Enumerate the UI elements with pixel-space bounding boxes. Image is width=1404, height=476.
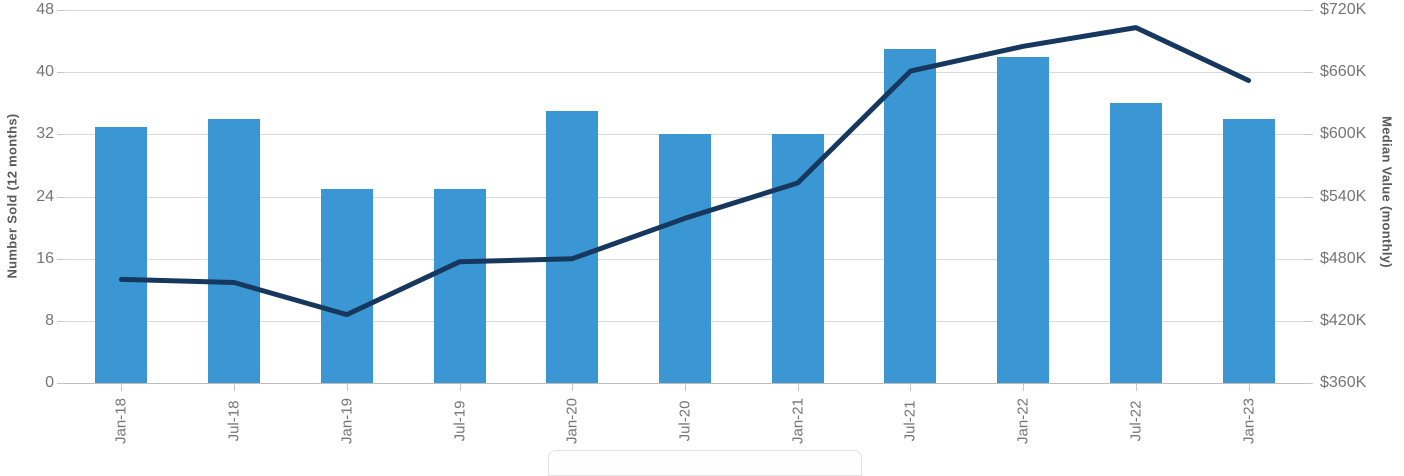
right-axis-tick-label: $480K: [1320, 249, 1367, 267]
legend-cutoff-box: [548, 450, 862, 476]
bar-jul-18: [208, 118, 261, 383]
right-tick-mark: [1305, 320, 1313, 322]
x-tick-label-jan-23: Jan-23: [1240, 398, 1258, 444]
right-axis-tick-label: $360K: [1320, 374, 1367, 391]
bar-jan-21: [771, 134, 824, 383]
left-axis-tick-label: 16: [36, 249, 54, 267]
x-tick-label-jul-21: Jul-21: [901, 400, 919, 442]
left-tick-mark: [57, 10, 65, 11]
x-tick-label-jan-18: Jan-18: [112, 398, 130, 444]
x-tick-label-jan-22: Jan-22: [1014, 398, 1032, 444]
x-tick-label-jan-20: Jan-20: [563, 398, 581, 444]
bar-jan-23: [1222, 118, 1275, 383]
right-tick-mark: [1305, 196, 1313, 198]
bar-jul-20: [659, 134, 711, 383]
gridline: [65, 72, 1305, 74]
right-axis-tick-label: $420K: [1320, 311, 1367, 329]
x-tick-mark: [910, 384, 912, 391]
x-tick-label-jul-18: Jul-18: [225, 400, 243, 442]
left-axis-tick-label: 0: [45, 374, 54, 391]
x-tick-label-jan-19: Jan-19: [338, 398, 356, 444]
x-tick-mark: [1023, 384, 1025, 391]
right-axis-title: Median Value (monthly): [1379, 116, 1395, 268]
left-tick-mark: [57, 196, 65, 198]
x-tick-label-jul-19: Jul-19: [451, 400, 469, 442]
left-axis-tick-label: 32: [36, 125, 54, 143]
bar-jan-22: [997, 56, 1050, 383]
right-tick-mark: [1305, 134, 1313, 136]
left-tick-mark: [57, 320, 65, 322]
median-value-line: [118, 25, 1252, 318]
left-tick-mark: [57, 72, 65, 74]
left-axis-tick-label: 40: [36, 63, 54, 81]
line-layer: [118, 25, 1252, 318]
left-tick-mark: [57, 258, 65, 260]
right-tick-mark: [1305, 383, 1313, 384]
x-tick-mark: [346, 384, 348, 391]
x-tick-label-jul-22: Jul-22: [1127, 400, 1145, 442]
x-tick-label-jul-20: Jul-20: [676, 400, 694, 442]
x-tick-label-jan-21: Jan-21: [789, 398, 807, 444]
right-axis-tick-label: $720K: [1320, 1, 1367, 18]
left-axis-title: Number Sold (12 months): [4, 113, 20, 279]
x-tick-mark: [1248, 384, 1250, 391]
left-tick-mark: [57, 134, 65, 136]
x-tick-mark: [685, 384, 686, 391]
x-tick-mark: [797, 384, 799, 391]
bar-jul-21: [884, 48, 937, 383]
bar-jul-19: [433, 188, 486, 383]
x-tick-mark: [234, 384, 236, 391]
right-axis-tick-label: $600K: [1320, 125, 1367, 143]
x-tick-mark: [1135, 384, 1137, 391]
bar-jan-18: [95, 126, 148, 383]
bar-jan-19: [320, 188, 373, 383]
left-axis-tick-label: 48: [36, 1, 54, 18]
x-tick-mark: [459, 384, 461, 391]
bar-jul-22: [1109, 103, 1162, 383]
gridline: [65, 10, 1305, 11]
bar-jan-20: [546, 111, 599, 383]
right-tick-mark: [1305, 258, 1313, 260]
left-axis-tick-label: 24: [36, 187, 54, 205]
x-tick-mark: [572, 384, 574, 391]
x-tick-mark: [121, 384, 123, 391]
left-tick-mark: [57, 383, 65, 384]
x-axis-line: [65, 383, 1305, 384]
right-tick-mark: [1305, 72, 1313, 74]
right-tick-mark: [1305, 10, 1313, 11]
dual-axis-bar-line-chart: 48 40 32 24 16 8 0 $720K $660K $600K $540K $480K $4…: [4, 1, 1395, 476]
left-axis-tick-label: 8: [45, 311, 54, 329]
right-axis-tick-label: $540K: [1320, 187, 1367, 205]
right-axis-tick-label: $660K: [1320, 63, 1367, 81]
